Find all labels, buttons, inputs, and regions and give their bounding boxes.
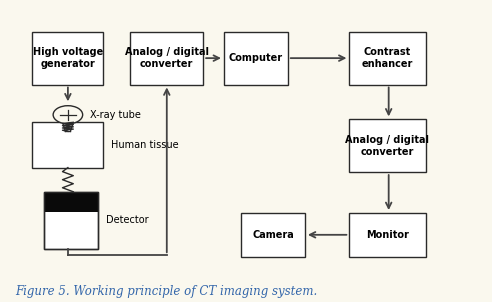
Text: Contrast
enhancer: Contrast enhancer	[362, 47, 413, 69]
Bar	[349, 119, 426, 172]
Text: Computer: Computer	[229, 53, 283, 63]
Bar	[224, 32, 288, 85]
Bar	[32, 32, 103, 85]
Text: Human tissue: Human tissue	[111, 140, 178, 150]
Bar	[44, 192, 98, 249]
Text: Monitor: Monitor	[366, 230, 409, 240]
Bar	[349, 213, 426, 257]
Bar	[32, 122, 103, 168]
Text: Figure 5. Working principle of CT imaging system.: Figure 5. Working principle of CT imagin…	[15, 285, 317, 298]
Bar	[349, 32, 426, 85]
Circle shape	[53, 106, 83, 124]
Text: Analog / digital
converter: Analog / digital converter	[125, 47, 209, 69]
Bar	[44, 192, 98, 212]
Bar	[130, 32, 203, 85]
Text: Detector: Detector	[106, 215, 149, 226]
Bar	[44, 192, 98, 249]
Text: X-ray tube: X-ray tube	[90, 110, 141, 120]
Text: Analog / digital
converter: Analog / digital converter	[345, 135, 430, 156]
Text: Camera: Camera	[252, 230, 294, 240]
Bar	[241, 213, 305, 257]
Text: High voltage
generator: High voltage generator	[32, 47, 103, 69]
